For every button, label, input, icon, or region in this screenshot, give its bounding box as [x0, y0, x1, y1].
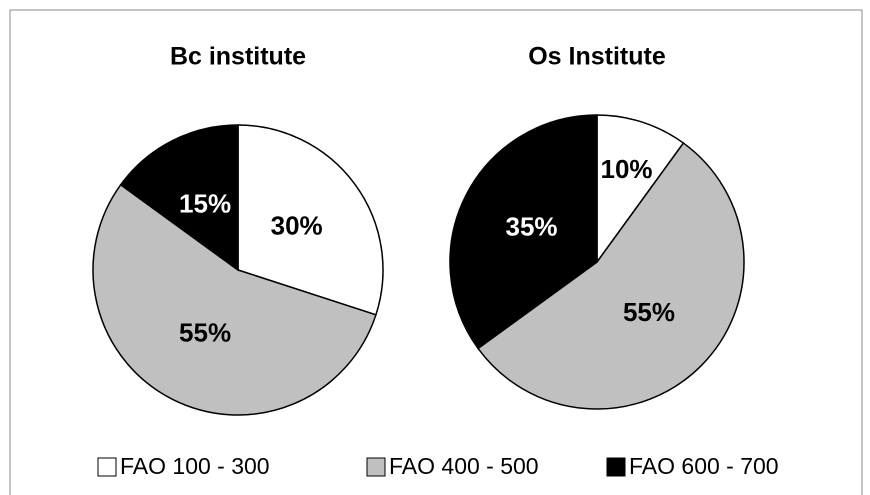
- pie-slice: [237, 124, 384, 316]
- chart-title: Bc institute: [170, 43, 306, 71]
- chart-title: Os Institute: [528, 43, 666, 71]
- pie-slice: [92, 183, 377, 416]
- legend-label: FAO 600 - 700: [629, 453, 779, 479]
- pie-slice: [449, 114, 598, 350]
- pie-slice: [596, 114, 685, 265]
- legend-label: FAO 400 - 500: [389, 453, 539, 479]
- data-label: 30%: [271, 210, 323, 240]
- legend-swatch: [606, 457, 626, 477]
- legend-label: FAO 100 - 300: [120, 453, 270, 479]
- legend-swatch: [97, 457, 117, 477]
- pie-slice: [477, 142, 745, 410]
- legend-swatch: [366, 457, 386, 477]
- data-label: 55%: [623, 297, 675, 327]
- pie-slice: [119, 124, 239, 272]
- data-label: 35%: [505, 212, 557, 242]
- data-label: 10%: [601, 154, 653, 184]
- data-label: 55%: [179, 317, 231, 347]
- data-label: 15%: [179, 188, 231, 218]
